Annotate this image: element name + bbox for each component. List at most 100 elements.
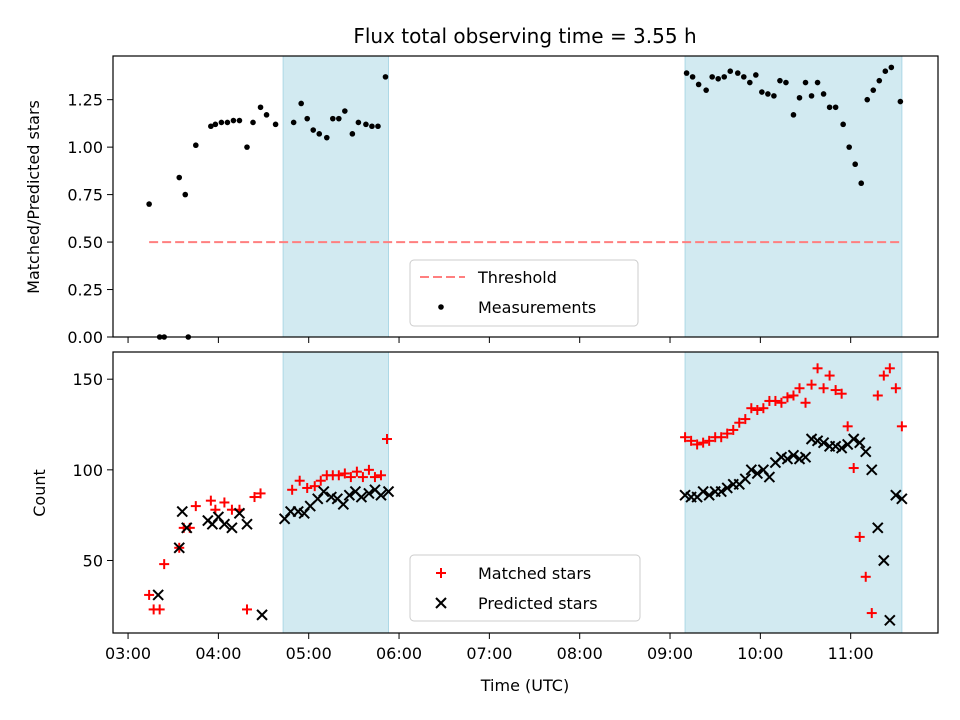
measurement-point — [802, 79, 809, 86]
measurement-point — [734, 70, 741, 76]
bottom-y-tick-label: 100 — [72, 461, 103, 480]
predicted-star-point — [241, 518, 253, 530]
matched-star-point — [878, 370, 889, 381]
bottom-legend: Matched stars Predicted stars — [409, 554, 641, 622]
predicted-stars-series — [152, 433, 908, 627]
measurement-point — [272, 121, 279, 128]
predicted-marker-b — [781, 453, 794, 465]
matched-star-point — [339, 468, 350, 479]
bottom-y-tick-label: 50 — [83, 551, 103, 570]
predicted-star-point — [751, 467, 764, 480]
bottom-x-tick-label: 08:00 — [557, 644, 603, 663]
matched-star-point — [842, 421, 853, 432]
measurement-point — [759, 89, 765, 95]
bottom-x-tick-label: 11:00 — [828, 644, 874, 663]
top-legend: Threshold Measurements — [409, 259, 639, 327]
predicted-marker-b — [703, 489, 715, 501]
matched-star-point — [154, 604, 165, 615]
predicted-marker-b — [721, 482, 733, 494]
predicted-star-point — [787, 449, 800, 462]
predicted-marker-b — [331, 493, 344, 505]
legend-predicted-swatch — [435, 597, 447, 609]
predicted-marker-b — [854, 436, 866, 449]
measurement-point — [709, 74, 715, 80]
matched-star-point — [770, 395, 781, 406]
bottom-x-tick-label: 03:00 — [105, 644, 151, 663]
predicted-star-point — [763, 471, 776, 483]
matched-star-point — [698, 437, 709, 448]
matched-star-point — [302, 482, 313, 493]
matched-star-point — [848, 463, 859, 474]
measurement-point — [375, 123, 381, 130]
measurement-point — [852, 161, 858, 168]
measurement-point — [777, 77, 783, 84]
measurement-point — [846, 144, 852, 150]
top-y-tick-label: 0.50 — [67, 233, 103, 252]
measurement-point — [263, 112, 270, 118]
predicted-marker-b — [715, 485, 727, 498]
matched-star-point — [369, 472, 380, 483]
predicted-marker-b — [878, 554, 890, 567]
measurement-point — [257, 104, 264, 111]
bottom-axes-frame — [112, 351, 939, 634]
predicted-marker-b — [757, 464, 770, 476]
matched-star-point — [866, 608, 877, 619]
measurement-point — [146, 201, 152, 207]
measurement-point — [683, 70, 690, 76]
predicted-marker-b — [343, 489, 356, 501]
predicted-marker-b — [349, 485, 362, 498]
bottom-x-ticks: 03:00 04:00 05:00 06:00 07:00 08:00 09:00 10:00… — [105, 633, 874, 663]
measurement-point — [840, 121, 846, 128]
measurement-point — [864, 96, 871, 103]
predicted-marker-b — [890, 489, 902, 501]
predicted-marker-b — [292, 505, 304, 518]
bottom-x-tick-label: 09:00 — [647, 644, 693, 663]
measurement-point — [796, 94, 803, 101]
predicted-star-point — [835, 442, 848, 454]
measurement-point — [250, 119, 256, 126]
measurement-point — [888, 64, 895, 71]
matched-star-point — [144, 589, 155, 600]
bottom-x-tick-label: 05:00 — [286, 644, 332, 663]
matched-star-point — [722, 428, 733, 439]
predicted-marker-b — [176, 505, 188, 518]
top-panel: 0.00 0.25 0.50 0.75 1.00 1.25 Matched/Predict… — [24, 55, 939, 347]
matched-star-point — [734, 417, 745, 428]
top-y-axis-label: Matched/Predicted stars — [24, 100, 43, 294]
matched-star-point — [345, 472, 356, 483]
predicted-marker-b — [318, 485, 330, 498]
measurement-point — [747, 79, 753, 86]
matched-star-point — [375, 470, 386, 481]
predicted-marker-b — [763, 471, 776, 483]
predicted-marker-b — [218, 518, 231, 530]
predicted-star-point — [745, 464, 758, 476]
predicted-star-point — [721, 482, 733, 494]
measurement-point — [336, 115, 342, 122]
matched-star-point — [740, 414, 751, 425]
predicted-marker-b — [355, 491, 368, 503]
measurement-point — [727, 68, 734, 74]
top-axes-frame — [112, 55, 939, 338]
measurement-point — [230, 117, 237, 124]
matched-star-point — [884, 363, 895, 374]
measurement-point — [363, 121, 369, 128]
predicted-star-point — [872, 522, 884, 534]
matched-star-point — [728, 424, 739, 435]
predicted-marker-b — [799, 451, 812, 463]
predicted-marker-b — [697, 485, 709, 498]
bottom-y-tick-label: 150 — [72, 370, 103, 389]
measurement-point — [193, 142, 199, 149]
matched-star-point — [824, 370, 835, 381]
measurement-point — [858, 180, 865, 187]
predicted-marker-b — [256, 609, 268, 621]
matched-star-point — [752, 405, 763, 416]
measurement-point — [715, 75, 722, 82]
measurement-point — [721, 74, 728, 80]
predicted-star-point — [382, 485, 395, 498]
predicted-marker-b — [382, 485, 395, 498]
matched-star-point — [287, 484, 298, 495]
matched-star-point — [686, 435, 697, 446]
predicted-star-point — [355, 491, 368, 503]
predicted-marker-b — [805, 433, 818, 445]
